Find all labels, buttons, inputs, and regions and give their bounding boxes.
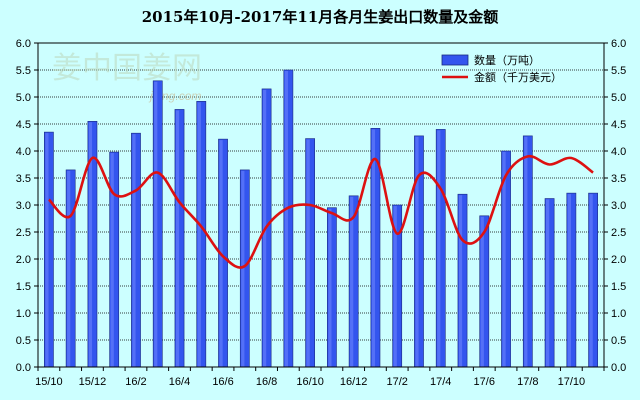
y2-tick-label: 1.5 <box>611 281 626 293</box>
y2-tick-label: 0.0 <box>611 362 626 374</box>
x-axis-ticks: 15/10 15/12 16/2 16/4 16/6 16/8 16/10 16/12 17/2… <box>35 367 605 388</box>
line-path <box>47 154 594 269</box>
legend-bar-swatch <box>441 54 469 66</box>
x-tick-label: 16/12 <box>340 376 368 388</box>
bar-highlight-16/12 <box>350 196 354 367</box>
y-axis-left-ticks: 0.0 0.5 1.0 1.5 2.0 2.5 3.0 3.5 4.0 4.5 5.0 5.5 6.0 <box>16 38 38 374</box>
x-tick-label: 17/8 <box>517 376 538 388</box>
legend-line-label: 金额（千万美元） <box>474 70 562 84</box>
y2-tick-label: 6.0 <box>611 38 626 50</box>
bar-highlight-16/3 <box>154 81 158 368</box>
x-tick-label: 16/2 <box>125 376 146 388</box>
y2-tick-label: 5.0 <box>611 92 626 104</box>
legend: 数量（万吨） 金额（千万美元） <box>441 54 562 84</box>
bar-highlight-16/10 <box>306 139 310 367</box>
bar-highlight-17/8 <box>524 136 528 367</box>
x-tick-label: 17/2 <box>386 376 407 388</box>
x-tick-label: 15/12 <box>79 376 107 388</box>
watermark-logo: 姜中国姜网 jiang.com <box>52 51 202 103</box>
bar-highlight-16/7 <box>241 170 245 367</box>
y2-tick-label: 3.5 <box>611 173 626 185</box>
bar-highlight-17/1 <box>371 129 376 367</box>
x-tick-label: 16/10 <box>296 376 324 388</box>
bar-highlight-17/4 <box>437 130 441 367</box>
bar-highlight-16/2 <box>132 134 136 367</box>
y-tick-label: 2.0 <box>16 254 31 266</box>
y-tick-label: 1.5 <box>16 281 31 293</box>
y-tick-label: 4.5 <box>16 119 31 131</box>
bar-highlight-17/3 <box>415 136 419 367</box>
x-tick-label: 17/10 <box>558 376 586 388</box>
y2-tick-label: 2.0 <box>611 254 626 266</box>
y-tick-label: 0.0 <box>16 362 31 374</box>
x-tick-label: 15/10 <box>35 376 63 388</box>
legend-bar-label: 数量（万吨） <box>474 54 540 67</box>
bar-highlight-17/5 <box>458 195 463 367</box>
bar-highlight-16/1 <box>110 153 114 367</box>
y-tick-label: 3.0 <box>16 200 31 212</box>
y2-tick-label: 4.5 <box>611 119 626 131</box>
bar-highlight-16/5 <box>197 102 201 367</box>
y-tick-label: 5.5 <box>16 65 31 77</box>
y2-tick-label: 2.5 <box>611 227 626 239</box>
y2-tick-label: 0.5 <box>611 335 626 347</box>
y-tick-label: 0.5 <box>16 335 31 347</box>
bar-highlight-15/11 <box>67 170 71 367</box>
y-tick-label: 3.5 <box>16 173 31 185</box>
x-tick-label: 17/6 <box>474 376 495 388</box>
bar-highlight-16/9 <box>284 71 288 367</box>
bar-highlight-17/10 <box>567 194 571 367</box>
y-tick-label: 4.0 <box>16 146 31 158</box>
bar-highlight-17/9 <box>546 199 550 367</box>
line-series <box>47 154 594 269</box>
watermark-text: 姜中国姜网 <box>52 51 202 86</box>
y2-tick-label: 5.5 <box>611 65 626 77</box>
bar-highlight-15/10 <box>45 133 49 367</box>
bar-highlight-16/4 <box>175 110 180 368</box>
bar-highlight-16/11 <box>328 208 332 367</box>
chart-title: 2015年10月-2017年11月各月生姜出口数量及金额 <box>142 8 498 26</box>
y-tick-label: 2.5 <box>16 227 31 239</box>
bar-highlight-15/12 <box>88 122 93 367</box>
bar-highlight-17/6 <box>480 216 484 367</box>
y-tick-label: 1.0 <box>16 308 31 320</box>
y-axis-right-ticks: 0.0 0.5 1.0 1.5 2.0 2.5 3.0 3.5 4.0 4.5 5.0 5.5 6.0 <box>604 38 626 374</box>
y-tick-label: 6.0 <box>16 38 31 50</box>
x-tick-label: 17/4 <box>430 376 451 388</box>
y-tick-label: 5.0 <box>16 92 31 104</box>
bar-highlight-17/11 <box>589 194 593 367</box>
y2-tick-label: 4.0 <box>611 146 626 158</box>
bar-highlight-17/2 <box>393 206 397 367</box>
y2-tick-label: 1.0 <box>611 308 626 320</box>
x-tick-label: 16/4 <box>169 376 190 388</box>
x-tick-label: 16/8 <box>256 376 277 388</box>
x-tick-label: 16/6 <box>212 376 233 388</box>
y2-tick-label: 3.0 <box>611 200 626 212</box>
bar-highlight-17/7 <box>502 152 506 367</box>
